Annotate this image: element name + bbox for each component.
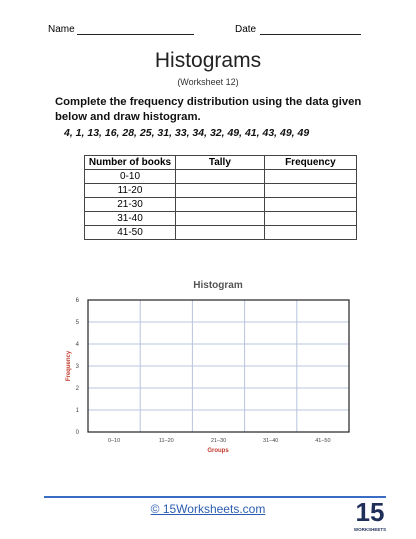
column-header: Tally [175,155,265,170]
x-tick-label: 41–50 [315,438,330,444]
blank-cell [263,225,358,240]
footer-link[interactable]: © 15Worksheets.com [150,502,266,516]
blank-cell [263,183,358,198]
group-cell: 0-10 [84,169,176,184]
instruction: Complete the frequency distribution usin… [55,96,362,123]
blank-cell [175,169,265,184]
data-values: 4, 1, 13, 16, 28, 25, 31, 33, 34, 32, 49… [64,127,310,139]
date-line [260,34,361,35]
name-label: Name [48,24,75,35]
table-row: 0-10 [84,169,358,184]
chart-title: Histogram [193,280,243,291]
blank-cell [263,197,358,212]
x-tick-label: 0–10 [108,438,120,444]
table-row: 21-30 [84,197,358,212]
y-tick-label: 1 [76,408,80,414]
logo-text: WORKSHEETS [353,527,387,532]
y-tick-label: 3 [76,364,80,370]
y-tick-label: 2 [76,386,80,392]
y-tick-label: 5 [76,320,80,326]
column-header: Number of books [84,155,176,170]
x-axis-label: Groups [207,448,229,454]
logo-number: 15 [355,497,385,527]
table-row: 31-40 [84,211,358,226]
blank-cell [175,225,265,240]
group-cell: 11-20 [84,183,176,198]
x-tick-label: 11–20 [159,438,174,444]
y-tick-label: 0 [76,430,80,436]
histogram-chart: Histogram Groups Frequency 0 1 2 3 4 5 6 0–10 11… [66,280,350,454]
subtitle: (Worksheet 12) [177,77,239,87]
y-axis-label: Frequency [66,350,72,381]
group-cell: 31-40 [84,211,176,226]
name-line [77,34,194,35]
x-tick-label: 31–40 [263,438,278,444]
blank-cell [175,183,265,198]
x-tick-label: 21–30 [211,438,226,444]
blank-cell [263,211,358,226]
table-header: Number of books Tally Frequency [84,155,358,170]
group-cell: 41-50 [84,225,176,240]
blank-cell [175,211,265,226]
table-row: 41-50 [84,225,358,240]
plot-frame [87,299,350,433]
table-row: 11-20 [84,183,358,198]
blank-cell [263,169,358,184]
title: Histograms [154,49,262,72]
column-header: Frequency [263,155,358,170]
y-tick-label: 4 [76,342,80,348]
blank-cell [175,197,265,212]
footer-rule [44,496,386,498]
frequency-table: Number of books Tally Frequency 0-10 11-20 2… [84,155,358,240]
date-label: Date [235,24,257,35]
group-cell: 21-30 [84,197,176,212]
y-tick-label: 6 [76,298,80,304]
